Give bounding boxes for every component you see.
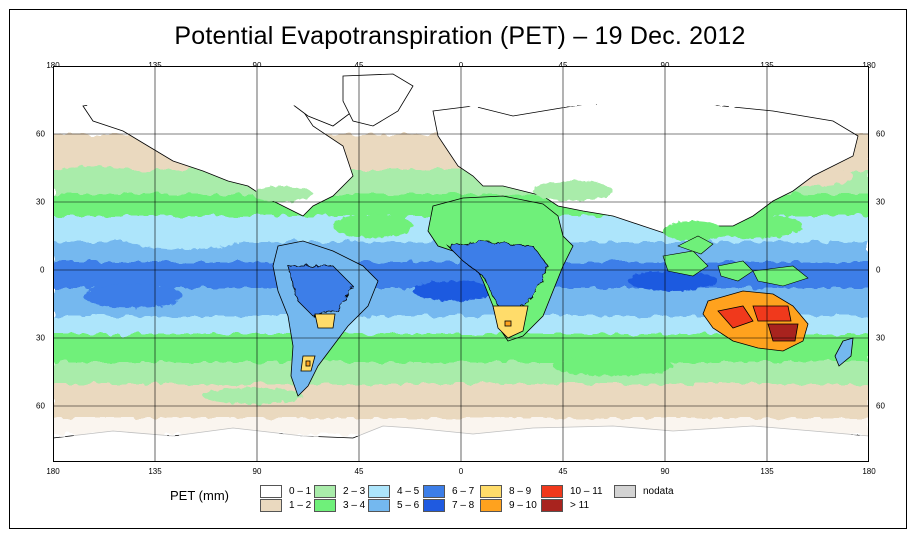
greenland xyxy=(342,73,414,127)
legend-swatch xyxy=(541,485,563,498)
lon-label-top: 90 xyxy=(252,61,262,70)
lon-label-bottom: 135 xyxy=(760,467,774,476)
lon-label-bottom: 0 xyxy=(458,467,464,476)
pet-patches xyxy=(53,166,853,404)
legend-swatch xyxy=(480,485,502,498)
lon-label-top: 45 xyxy=(558,61,568,70)
land-north-green xyxy=(253,181,723,241)
legend-label: 0 – 1 xyxy=(289,486,312,497)
legend-label: 9 – 10 xyxy=(509,500,537,511)
lat-label-left: 0 xyxy=(40,265,45,275)
lon-label-top: 135 xyxy=(148,61,162,70)
lat-label-right: 30 xyxy=(876,333,885,343)
legend-swatch xyxy=(260,499,282,512)
lat-label-right: 60 xyxy=(876,129,885,139)
lon-label-bottom: 135 xyxy=(148,467,162,476)
graticule xyxy=(53,66,869,462)
legend-label: 5 – 6 xyxy=(397,500,420,511)
land-south-america xyxy=(272,240,379,397)
legend-label: 3 – 4 xyxy=(343,500,366,511)
legend-swatch xyxy=(423,485,445,498)
legend-label: 10 – 11 xyxy=(570,486,603,497)
land-africa xyxy=(427,195,574,342)
lon-label-bottom: 180 xyxy=(862,467,876,476)
lon-label-top: 180 xyxy=(46,61,60,70)
land-australia xyxy=(702,290,854,367)
legend-label: 6 – 7 xyxy=(452,486,475,497)
lon-label-top: 135 xyxy=(760,61,774,70)
lat-label-left: 60 xyxy=(36,401,45,411)
legend-swatch xyxy=(480,499,502,512)
legend-swatch xyxy=(314,485,336,498)
lat-label-left: 30 xyxy=(36,197,45,207)
legend-swatch xyxy=(368,485,390,498)
map-title: Potential Evapotranspiration (PET) – 19 … xyxy=(174,22,746,50)
map-border xyxy=(53,66,869,462)
lon-label-top: 0 xyxy=(458,61,464,70)
lat-label-right: 60 xyxy=(876,401,885,411)
lon-label-top: 45 xyxy=(354,61,364,70)
lon-label-top: 90 xyxy=(660,61,670,70)
lat-label-left: 30 xyxy=(36,333,45,343)
lon-label-bottom: 90 xyxy=(252,467,262,476)
legend-swatch xyxy=(541,499,563,512)
legend-swatch xyxy=(260,485,282,498)
legend-label: 2 – 3 xyxy=(343,486,366,497)
legend-swatch xyxy=(614,485,636,498)
lat-label-left: 60 xyxy=(36,129,45,139)
legend-title: PET (mm) xyxy=(170,488,229,503)
lon-label-bottom: 45 xyxy=(558,467,568,476)
lon-label-bottom: 180 xyxy=(46,467,60,476)
legend-label: 7 – 8 xyxy=(452,500,475,511)
legend-swatch xyxy=(368,499,390,512)
lat-label-right: 0 xyxy=(876,265,881,275)
lon-label-bottom: 45 xyxy=(354,467,364,476)
legend-label: 4 – 5 xyxy=(397,486,420,497)
legend-label: nodata xyxy=(643,486,674,497)
legend-label: 8 – 9 xyxy=(509,486,532,497)
legend-swatch xyxy=(314,499,336,512)
lat-label-right: 30 xyxy=(876,197,885,207)
lon-label-top: 180 xyxy=(862,61,876,70)
pet-world-map xyxy=(53,66,869,462)
lon-label-bottom: 90 xyxy=(660,467,670,476)
legend-swatch xyxy=(423,499,445,512)
legend-label: > 11 xyxy=(570,500,589,511)
legend-label: 1 – 2 xyxy=(289,500,312,511)
